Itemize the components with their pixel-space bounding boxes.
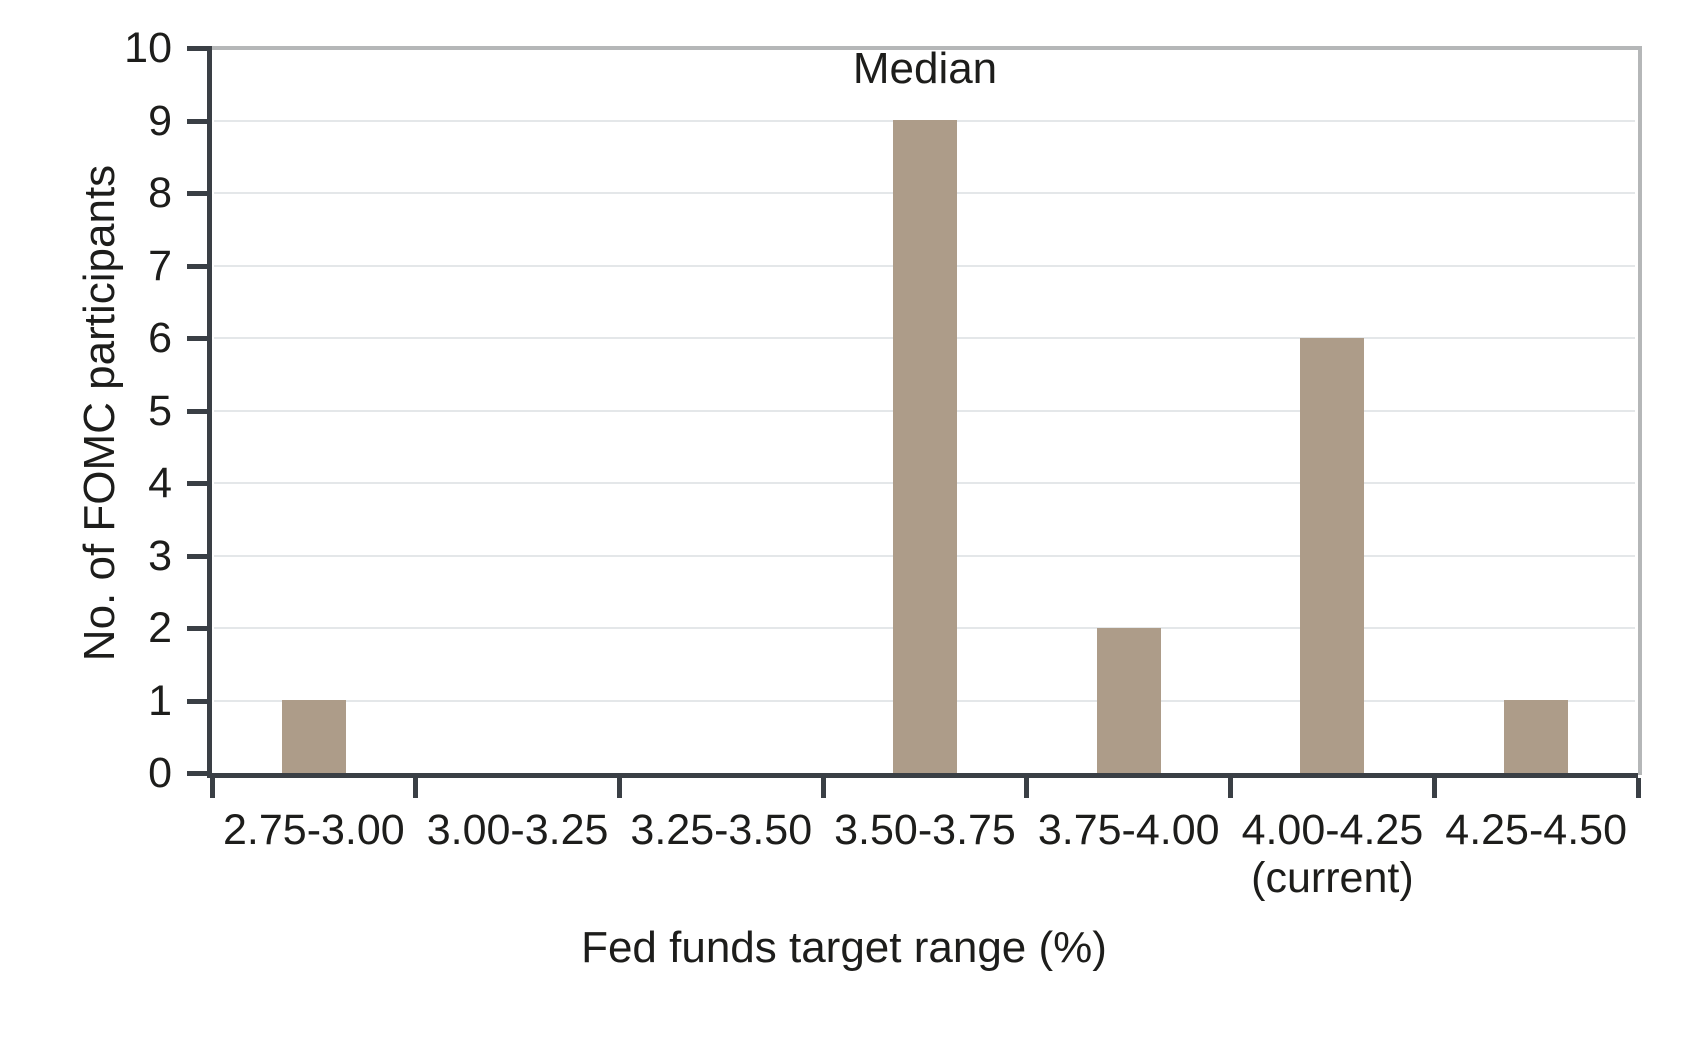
x-tick-label-text: 4.00-4.25 [1241, 806, 1424, 854]
y-tick-label: 6 [148, 314, 172, 362]
x-axis-title: Fed funds target range (%) [581, 923, 1107, 972]
y-tick-label: 10 [124, 24, 172, 72]
bar-3.50-3.75 [893, 120, 957, 773]
x-tick-label-text: 3.50-3.75 [834, 806, 1016, 854]
x-tick-sublabel: (current) [1251, 854, 1414, 902]
y-tick-label: 4 [148, 459, 172, 507]
x-tick-label-text: 3.00-3.25 [426, 806, 609, 854]
x-tick-label-text: 3.75-4.00 [1037, 806, 1220, 854]
x-tick-mark [1431, 778, 1437, 798]
plot-area [212, 48, 1638, 773]
y-tick-label: 5 [148, 386, 172, 435]
x-tick-mark [413, 778, 419, 798]
y-tick-mark [187, 481, 207, 486]
y-tick-mark [187, 118, 207, 124]
y-tick-label: 9 [148, 96, 172, 145]
bar-2.75-3.00 [281, 700, 346, 773]
bar-4.25-4.50 [1504, 700, 1569, 773]
median-annotation: Median [852, 44, 998, 93]
x-tick-label-text: 3.25-3.50 [630, 806, 813, 854]
x-tick-label-3.25-3.50: 3.25-3.50 [579, 806, 863, 854]
x-tick-mark [820, 778, 826, 798]
y-tick-mark [187, 408, 207, 414]
x-tick-label-3.50-3.75: 3.50-3.75 [783, 806, 1067, 854]
x-axis-line [207, 773, 1638, 778]
bar-4.00-4.25 [1300, 338, 1365, 773]
x-tick-mark [616, 778, 622, 798]
y-tick-mark [187, 626, 207, 631]
y-axis-line [207, 46, 212, 778]
x-tick-label-3.75-4.00: 3.75-4.00 [987, 806, 1271, 854]
x-tick-mark [209, 778, 215, 798]
y-tick-mark [187, 46, 207, 51]
x-tick-mark [1228, 778, 1234, 798]
x-tick-label-4.00-4.25: 4.00-4.25 (current) [1191, 806, 1475, 902]
y-tick-label: 8 [148, 169, 172, 217]
y-tick-mark [187, 191, 207, 196]
y-tick-mark [187, 263, 207, 269]
y-tick-label: 7 [148, 241, 172, 290]
x-tick-mark [1024, 778, 1030, 798]
x-tick-label-text: 4.25-4.50 [1445, 806, 1627, 854]
y-tick-label: 3 [148, 531, 172, 580]
x-tick-label-3.00-3.25: 3.00-3.25 [376, 806, 660, 854]
y-tick-mark [187, 698, 207, 704]
x-tick-mark [1635, 778, 1641, 798]
y-tick-mark [187, 771, 207, 776]
x-tick-label-text: 2.75-3.00 [223, 806, 405, 854]
y-tick-label: 2 [148, 604, 172, 652]
plot-frame-right [1638, 46, 1642, 775]
x-tick-label-4.25-4.50: 4.25-4.50 [1394, 806, 1678, 854]
y-tick-label: 1 [148, 676, 172, 725]
y-tick-mark [187, 336, 207, 341]
y-tick-label: 0 [148, 749, 172, 797]
y-tick-mark [187, 553, 207, 559]
plot-frame-top [212, 46, 1642, 50]
bar-3.75-4.00 [1096, 628, 1161, 773]
x-tick-label-2.75-3.00: 2.75-3.00 [172, 806, 456, 854]
